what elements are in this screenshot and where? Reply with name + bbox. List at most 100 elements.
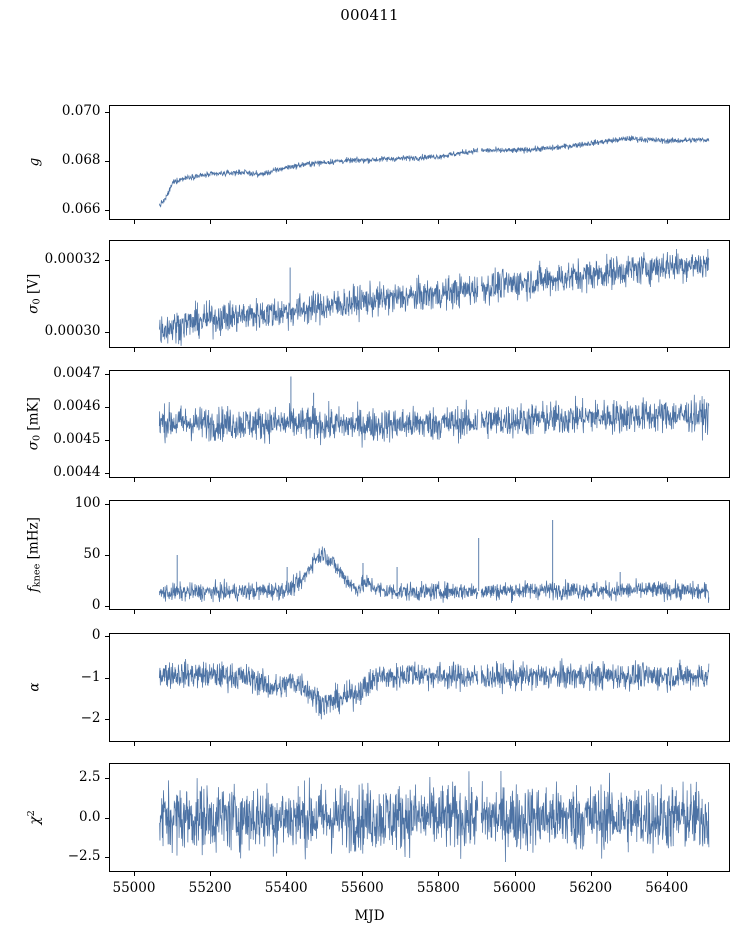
ytick-mark-gain-1: [104, 161, 109, 163]
xtick-label-1: 55200: [188, 880, 232, 896]
xtick-mark-fknee-1: [210, 610, 212, 614]
ytick-label-fknee-1: 50: [83, 546, 101, 562]
ytick-mark-gain-0: [104, 210, 109, 212]
xtick-mark-sigma0-volt-5: [514, 348, 516, 352]
xtick-mark-chi2-5: [514, 872, 516, 876]
xtick-mark-sigma0-volt-0: [134, 348, 136, 352]
xtick-label-0: 55000: [112, 880, 156, 896]
ytick-label-chi2-2: 2.5: [79, 769, 101, 785]
ytick-mark-gain-2: [104, 112, 109, 114]
ytick-mark-fknee-1: [104, 555, 109, 557]
ytick-label-gain-1: 0.068: [61, 152, 101, 169]
xtick-mark-sigma0-mk-0: [134, 478, 136, 482]
xtick-mark-sigma0-volt-6: [590, 348, 592, 352]
xtick-mark-alpha-5: [514, 742, 516, 746]
xtick-mark-chi2-4: [438, 872, 440, 876]
xtick-label-3: 55600: [340, 880, 384, 896]
xtick-label-5: 56000: [493, 880, 536, 896]
ytick-mark-alpha-1: [104, 677, 109, 679]
xtick-mark-sigma0-mk-7: [666, 478, 668, 482]
ytick-label-sigma0-mk-0: 0.0044: [53, 464, 101, 480]
xtick-label-4: 55800: [416, 880, 460, 896]
ytick-mark-alpha-0: [104, 636, 109, 638]
xtick-mark-alpha-1: [210, 742, 212, 746]
xtick-mark-fknee-4: [438, 610, 440, 614]
axes-frame-alpha: [108, 633, 730, 742]
axes-frame-sigma0-mk: [108, 370, 730, 478]
ytick-label-sigma0-volt-0: 0.00030: [44, 322, 101, 339]
ytick-label-fknee-2: 100: [74, 495, 101, 512]
xtick-mark-alpha-0: [134, 742, 136, 746]
ytick-mark-chi2-2: [104, 778, 109, 780]
axes-frame-gain: [108, 105, 730, 220]
ytick-label-fknee-0: 0: [91, 596, 101, 613]
xtick-mark-alpha-3: [362, 742, 364, 746]
panel-chi2: [108, 763, 730, 872]
x-axis-label: MJD: [354, 908, 385, 924]
xtick-mark-sigma0-volt-1: [210, 348, 212, 352]
xtick-mark-gain-6: [590, 220, 592, 224]
xtick-mark-alpha-4: [438, 742, 440, 746]
xtick-mark-chi2-2: [286, 872, 288, 876]
ytick-label-alpha-1: −1: [80, 668, 101, 685]
series-fknee: [158, 520, 709, 603]
xtick-mark-chi2-7: [666, 872, 668, 876]
xtick-mark-sigma0-mk-2: [286, 478, 288, 482]
ytick-label-gain-2: 0.070: [61, 103, 101, 120]
series-alpha: [158, 658, 709, 720]
xtick-mark-fknee-7: [666, 610, 668, 614]
ytick-mark-sigma0-mk-0: [104, 473, 109, 475]
xtick-mark-chi2-1: [210, 872, 212, 876]
ytick-mark-sigma0-mk-2: [104, 407, 109, 409]
ytick-mark-chi2-1: [104, 817, 109, 819]
xtick-mark-alpha-6: [590, 742, 592, 746]
ytick-mark-alpha-2: [104, 719, 109, 721]
panel-gain: [108, 105, 730, 220]
xtick-mark-gain-4: [438, 220, 440, 224]
panel-sigma0-volt: [108, 240, 730, 348]
axes-frame-sigma0-volt: [108, 240, 730, 348]
xtick-mark-sigma0-volt-3: [362, 348, 364, 352]
series-sigma0-mk: [158, 376, 709, 448]
ytick-mark-fknee-0: [104, 605, 109, 607]
ytick-label-sigma0-mk-2: 0.0046: [53, 398, 101, 414]
ytick-label-sigma0-mk-1: 0.0045: [53, 431, 101, 447]
xtick-mark-alpha-2: [286, 742, 288, 746]
ytick-label-sigma0-volt-1: 0.00032: [44, 250, 101, 267]
panel-alpha: [108, 633, 730, 742]
ytick-label-alpha-0: 0: [91, 627, 101, 644]
series-chi2: [158, 770, 709, 862]
panel-fknee: [108, 500, 730, 610]
xtick-mark-sigma0-mk-5: [514, 478, 516, 482]
xtick-label-2: 55400: [264, 880, 308, 896]
ytick-mark-sigma0-mk-3: [104, 374, 109, 376]
axes-frame-fknee: [108, 500, 730, 610]
ytick-label-alpha-2: −2: [80, 710, 101, 727]
xtick-mark-fknee-2: [286, 610, 288, 614]
xtick-label-7: 56400: [645, 880, 689, 896]
ytick-mark-sigma0-volt-1: [104, 259, 109, 261]
xtick-mark-gain-5: [514, 220, 516, 224]
xtick-mark-sigma0-mk-4: [438, 478, 440, 482]
xtick-mark-fknee-5: [514, 610, 516, 614]
ytick-label-sigma0-mk-3: 0.0047: [53, 365, 101, 381]
ytick-mark-sigma0-mk-1: [104, 440, 109, 442]
axes-frame-chi2: [108, 763, 730, 872]
ytick-mark-chi2-0: [104, 857, 109, 859]
series-sigma0-volt: [158, 248, 709, 346]
xtick-mark-chi2-3: [362, 872, 364, 876]
xtick-mark-fknee-0: [134, 610, 136, 614]
y-axis-label-chi2: χ2: [25, 809, 43, 825]
xtick-mark-alpha-7: [666, 742, 668, 746]
series-gain: [158, 135, 709, 208]
xtick-mark-sigma0-mk-1: [210, 478, 212, 482]
ytick-mark-sigma0-volt-0: [104, 331, 109, 333]
xtick-mark-sigma0-mk-6: [590, 478, 592, 482]
panel-sigma0-mk: [108, 370, 730, 478]
ytick-mark-fknee-2: [104, 504, 109, 506]
xtick-mark-gain-0: [134, 220, 136, 224]
xtick-mark-sigma0-volt-4: [438, 348, 440, 352]
xtick-mark-fknee-6: [590, 610, 592, 614]
xtick-mark-sigma0-volt-2: [286, 348, 288, 352]
